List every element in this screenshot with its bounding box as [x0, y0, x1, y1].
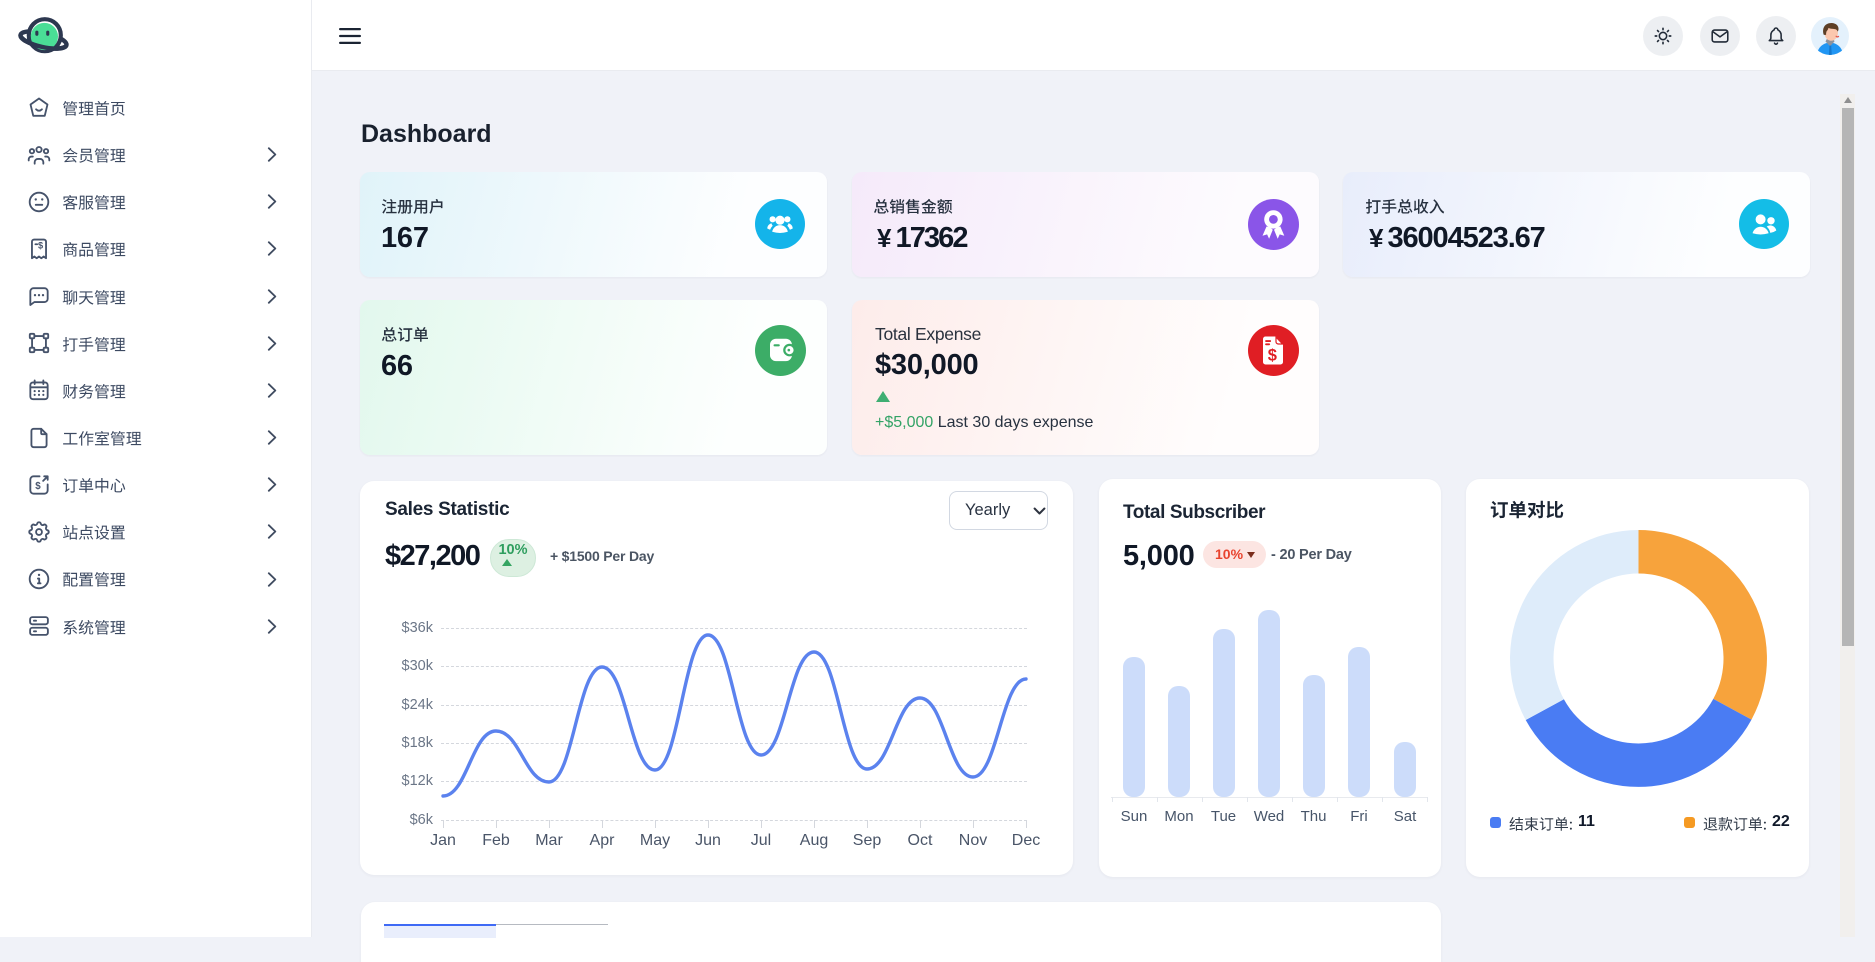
svg-text:$: $	[35, 481, 41, 492]
svg-text:$: $	[38, 240, 43, 250]
svg-text:$: $	[1267, 346, 1276, 364]
